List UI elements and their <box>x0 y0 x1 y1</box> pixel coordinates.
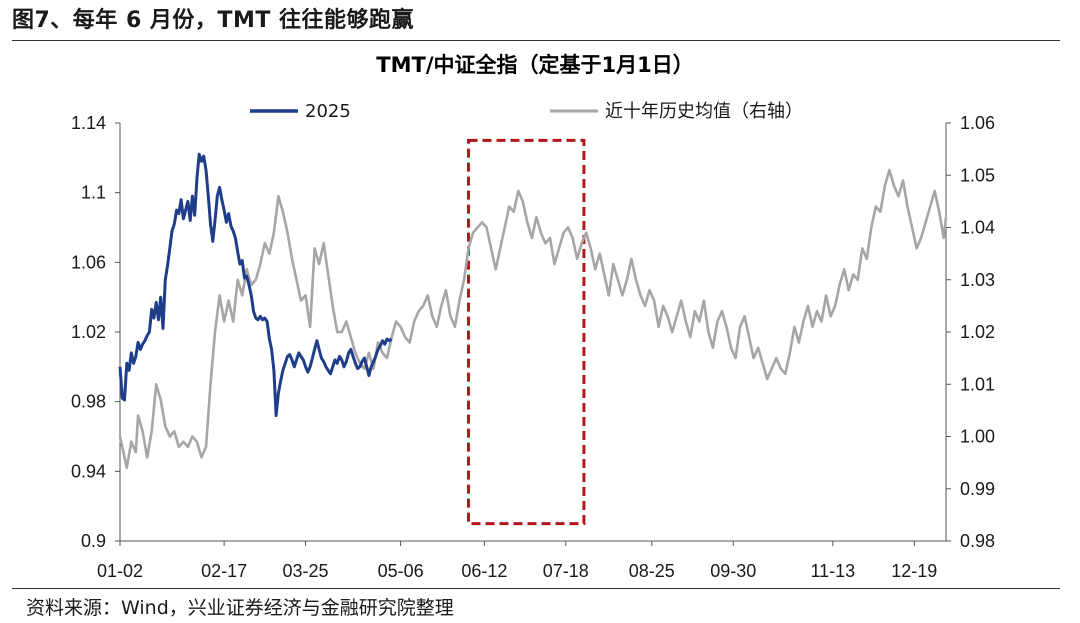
june-highlight-box <box>467 138 586 526</box>
x-tick-label: 02-17 <box>201 561 247 581</box>
y-left-tick-label: 1.1 <box>81 183 106 203</box>
header-rule <box>12 40 1060 41</box>
y-left-tick-label: 0.94 <box>71 461 106 481</box>
legend-label-2025: 2025 <box>305 101 351 122</box>
x-tick-label: 08-25 <box>629 561 675 581</box>
y-right-tick-label: 1.05 <box>960 165 995 185</box>
x-tick-label: 07-18 <box>543 561 589 581</box>
x-tick-label: 11-13 <box>810 561 855 581</box>
x-tick-label: 03-25 <box>283 561 329 581</box>
y-right-tick-label: 0.99 <box>960 479 995 499</box>
y-left-tick-label: 1.02 <box>71 322 106 342</box>
y-left-tick-label: 1.06 <box>71 252 106 272</box>
x-tick-label: 01-02 <box>97 561 143 581</box>
y-left-tick-label: 0.98 <box>71 392 106 412</box>
y-right-tick-label: 1.01 <box>960 374 995 394</box>
footer-rule <box>12 588 1060 589</box>
figure-title: 图7、每年 6 月份，TMT 往往能够跑赢 <box>12 8 415 33</box>
series-2025-line <box>118 152 393 418</box>
y-left-tick-label: 1.14 <box>71 113 106 133</box>
y-right-tick-label: 1.04 <box>960 218 995 238</box>
x-tick-label: 06-12 <box>461 561 507 581</box>
x-tick-label: 12-19 <box>891 561 937 581</box>
legend-label-hist: 近十年历史均值（右轴） <box>605 101 803 122</box>
chart-title: TMT/中证全指（定基于1月1日） <box>376 53 693 77</box>
x-tick-label: 09-30 <box>710 561 756 581</box>
y-left-tick-label: 0.9 <box>81 531 106 551</box>
y-right-tick-label: 1.02 <box>960 322 995 342</box>
series-hist-avg-line <box>118 168 948 470</box>
x-tick-label: 05-06 <box>378 561 424 581</box>
y-right-tick-label: 1.06 <box>960 113 995 133</box>
y-right-tick-label: 1.03 <box>960 270 995 290</box>
y-right-tick-label: 1.00 <box>960 427 995 447</box>
y-right-tick-label: 0.98 <box>960 531 995 551</box>
source-note: 资料来源：Wind，兴业证券经济与金融研究院整理 <box>26 597 454 619</box>
